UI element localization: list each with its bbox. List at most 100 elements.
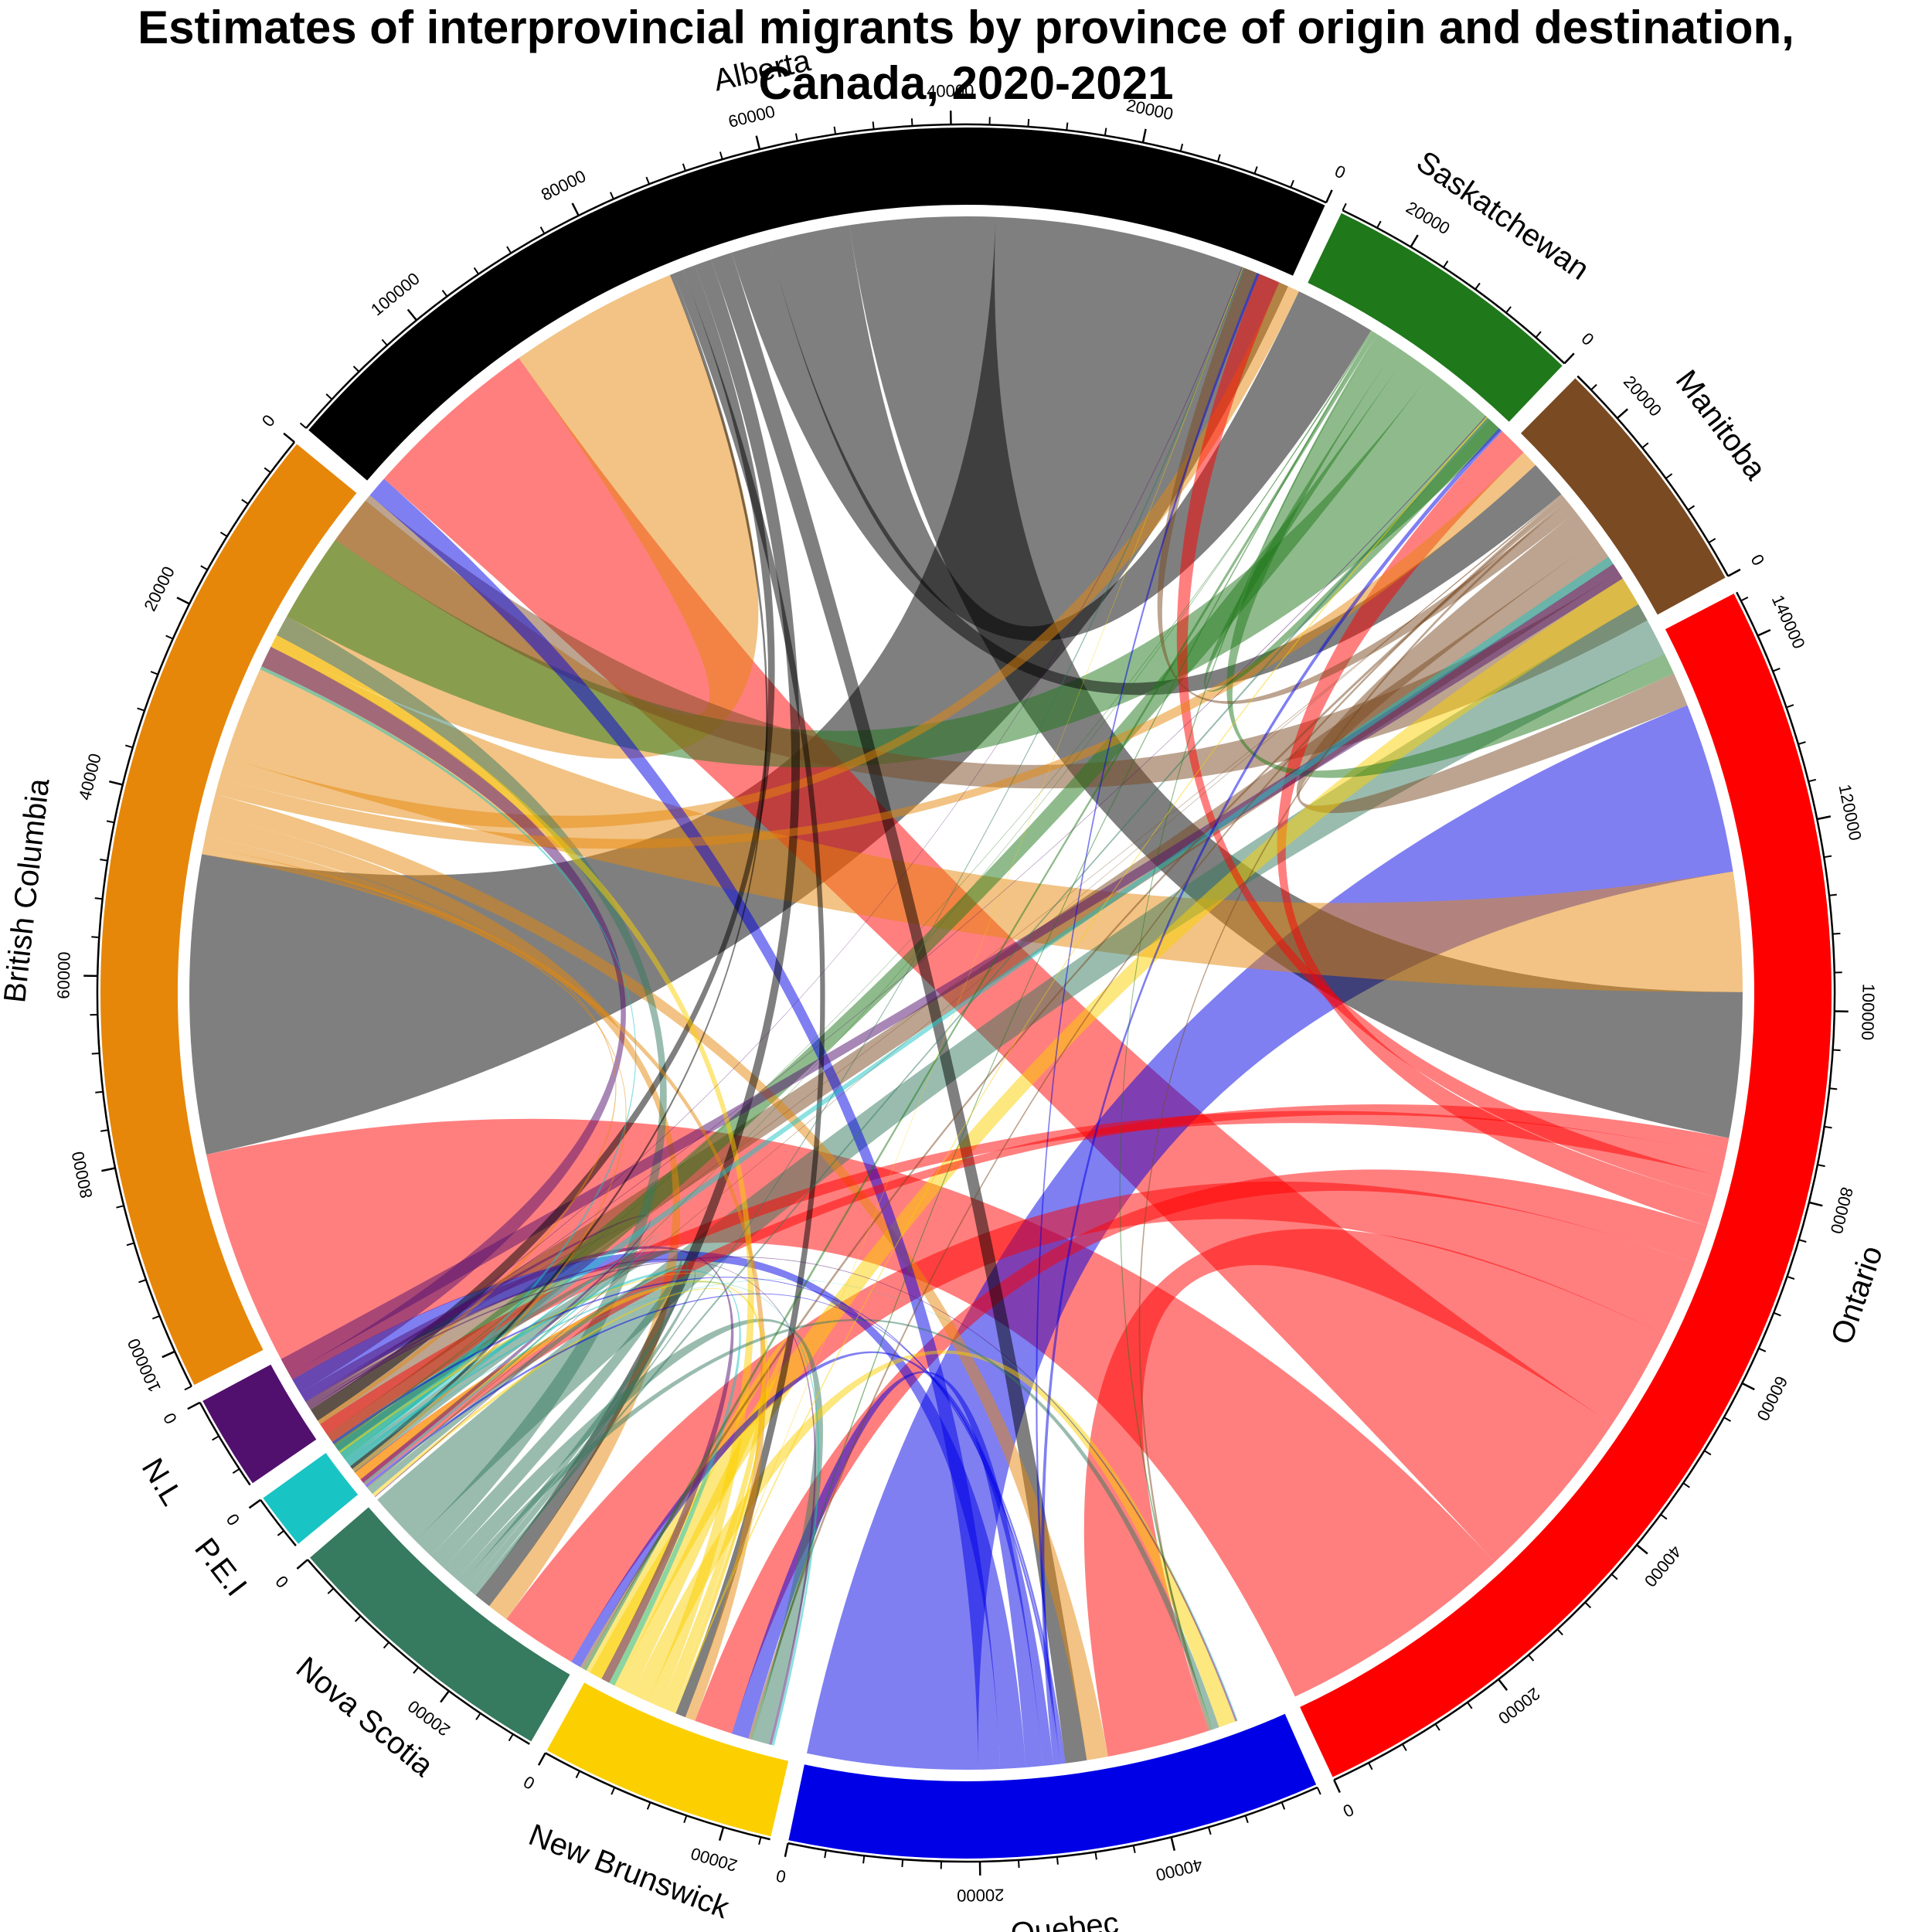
ribbon-alberta-to-quebec (711, 252, 1087, 1764)
ribbon-quebec-to-new-brunswick (731, 1371, 1043, 1767)
tick-ontario (1636, 1544, 1648, 1555)
tick-ontario (1333, 1779, 1341, 1794)
tick-label-quebec: 20000 (957, 1885, 1005, 1905)
tick-saskatchewan (1563, 352, 1575, 365)
sector-label-p-e-i: P.E.I (188, 1532, 253, 1602)
tick-ontario (1660, 1513, 1668, 1520)
sector-new-brunswick (546, 1682, 789, 1837)
tick-label-alberta: 60000 (726, 101, 777, 131)
tick-label-ontario: 40000 (1641, 1542, 1685, 1590)
axis-arc-nova-scotia (307, 1559, 530, 1745)
tick-label-ontario: 120000 (1835, 783, 1865, 842)
tick-label-alberta: 80000 (538, 166, 589, 205)
sector-p-e-i (263, 1453, 359, 1544)
tick-ontario (1808, 1201, 1823, 1207)
tick-alberta (325, 393, 333, 400)
tick-ontario (1757, 628, 1771, 637)
tick-label-quebec: 0 (774, 1866, 787, 1886)
tick-alberta (645, 176, 651, 185)
tick-british-columbia (200, 565, 208, 571)
tick-label-alberta: 100000 (367, 269, 423, 320)
tick-manitoba (1590, 383, 1597, 391)
tick-british-columbia (95, 1090, 104, 1094)
tick-saskatchewan (1410, 234, 1419, 248)
tick-label-british-columbia: 0 (258, 411, 279, 430)
ribbon-alberta-to-n-l (311, 265, 775, 1421)
tick-ontario (1758, 1347, 1767, 1352)
tick-quebec (862, 1855, 866, 1864)
tick-ontario (1611, 1573, 1618, 1580)
tick-label-ontario: 60000 (1753, 1373, 1791, 1424)
tick-label-manitoba: 20000 (1620, 372, 1665, 420)
tick-alberta (473, 267, 480, 275)
tick-new-brunswick (575, 1770, 580, 1779)
tick-ontario (1817, 1164, 1825, 1168)
tick-british-columbia (150, 671, 158, 675)
tick-quebec (901, 1859, 904, 1868)
tick-british-columbia (184, 1386, 192, 1391)
tick-alberta (352, 366, 360, 372)
sector-label-manitoba: Manitoba (1669, 364, 1774, 487)
axis-arc-quebec (787, 1786, 1318, 1863)
tick-ontario (1773, 1311, 1781, 1317)
tick-label-british-columbia: 20000 (140, 563, 179, 614)
tick-ontario (1798, 741, 1806, 745)
tick-alberta (1253, 166, 1258, 175)
tick-label-quebec: 40000 (1154, 1855, 1204, 1885)
tick-label-british-columbia: 100000 (124, 1335, 165, 1395)
tick-alberta (1104, 128, 1107, 136)
sector-label-alberta: Alberta (710, 43, 814, 97)
tick-n-l (232, 1468, 240, 1475)
chart-title-line-1: Estimates of interprovincial migrants by… (138, 2, 1794, 53)
tick-ontario (1368, 1762, 1373, 1770)
tick-alberta (1290, 179, 1294, 188)
tick-ontario (1787, 1275, 1795, 1280)
tick-nova-scotia (296, 1559, 308, 1570)
tick-nova-scotia (440, 1690, 450, 1703)
tick-quebec (1170, 1836, 1176, 1851)
tick-british-columbia (264, 467, 271, 474)
tick-ontario (1816, 815, 1832, 821)
tick-label-alberta: 0 (1332, 162, 1349, 183)
ribbon-layer (189, 216, 1743, 1770)
tick-british-columbia (100, 859, 108, 862)
sector-label-n-l: N.L (135, 1453, 189, 1512)
tick-n-l (187, 1401, 201, 1410)
tick-british-columbia (137, 707, 145, 712)
tick-alberta (833, 126, 837, 134)
tick-ontario (1828, 893, 1837, 896)
tick-new-brunswick (683, 1815, 688, 1824)
axis-arc-british-columbia (96, 441, 295, 1387)
tick-alberta (872, 121, 875, 130)
tick-nova-scotia (327, 1587, 335, 1594)
tick-alberta (1066, 122, 1069, 131)
chart-title-line-2: Canada, 2020-2021 (758, 57, 1174, 109)
tick-british-columbia (176, 597, 190, 605)
tick-label-nova-scotia: 0 (271, 1572, 292, 1592)
ribbon-british-columbia-to-ontario (226, 645, 1743, 992)
tick-nova-scotia (508, 1733, 514, 1742)
sector-alberta (308, 127, 1325, 481)
ribbon-n-l-to-ontario (281, 563, 1623, 1375)
ribbon-quebec-to-ontario (807, 705, 1733, 1770)
tick-british-columbia (101, 1167, 116, 1172)
sector-label-quebec: Quebec (1009, 1906, 1121, 1932)
tick-ontario (1786, 704, 1794, 709)
tick-alberta (1141, 128, 1147, 143)
tick-alberta (441, 290, 448, 298)
tick-british-columbia (109, 780, 124, 786)
tick-ontario (1434, 1723, 1440, 1731)
tick-nova-scotia (475, 1713, 481, 1720)
tick-label-ontario: 140000 (1768, 592, 1809, 651)
ribbon-alberta-to-saskatchewan (769, 225, 1372, 641)
tick-saskatchewan (1376, 220, 1382, 229)
ribbon-new-brunswick-to-quebec (632, 1350, 1236, 1728)
tick-alberta (755, 135, 761, 150)
tick-ontario (1824, 855, 1832, 859)
tick-ontario (1528, 1654, 1535, 1662)
ribbon-p-e-i-to-ontario (335, 556, 1614, 1454)
tick-label-p-e-i: 0 (223, 1510, 243, 1529)
tick-quebec (1244, 1815, 1249, 1824)
tick-manitoba (1687, 505, 1696, 511)
tick-saskatchewan (1443, 260, 1449, 268)
